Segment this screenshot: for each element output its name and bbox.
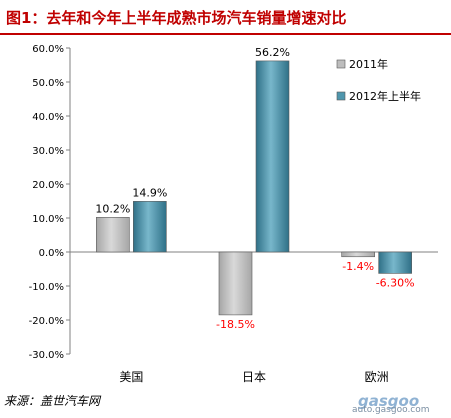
bar-2011 bbox=[218, 251, 253, 316]
y-tick-label: 20.0% bbox=[32, 180, 64, 191]
data-label: 14.9% bbox=[132, 186, 167, 199]
x-category-label: 美国 bbox=[119, 370, 143, 384]
data-label: -6.30% bbox=[376, 276, 415, 289]
y-tick-label: -10.0% bbox=[29, 282, 64, 293]
bar-2012h1 bbox=[133, 201, 167, 253]
y-tick-label: 30.0% bbox=[32, 146, 64, 157]
y-tick-label: 60.0% bbox=[32, 44, 64, 55]
legend-label: 2011年 bbox=[349, 57, 388, 71]
legend-swatch-2011 bbox=[336, 59, 346, 69]
y-tick-label: 0.0% bbox=[39, 248, 64, 259]
legend-label: 2012年上半年 bbox=[349, 89, 421, 103]
y-tick-label: 10.0% bbox=[32, 214, 64, 225]
x-category-label: 欧洲 bbox=[365, 370, 389, 384]
watermark-url: auto.gasgoo.com bbox=[352, 405, 430, 415]
data-label: 10.2% bbox=[95, 202, 130, 215]
data-label: 56.2% bbox=[255, 46, 290, 59]
chart-title: 图1：去年和今年上半年成熟市场汽车销量增速对比 bbox=[6, 5, 446, 31]
title-underline bbox=[0, 33, 451, 35]
legend-swatch-2012h1 bbox=[336, 91, 346, 101]
y-tick-label: -20.0% bbox=[29, 316, 64, 327]
bar-2011 bbox=[341, 251, 375, 258]
watermark: gasgoo auto.gasgoo.com bbox=[352, 392, 448, 416]
bar-2012h1 bbox=[255, 60, 290, 253]
y-tick-label: 40.0% bbox=[32, 112, 64, 123]
y-tick-label: -30.0% bbox=[29, 350, 64, 361]
data-label: -1.4% bbox=[342, 260, 374, 273]
source-note: 来源：盖世汽车网 bbox=[4, 394, 101, 408]
x-category-label: 日本 bbox=[242, 370, 266, 384]
watermark-logo: gasgoo bbox=[358, 392, 420, 410]
data-label: -18.5% bbox=[216, 318, 255, 331]
bar-2012h1 bbox=[378, 251, 412, 274]
bar-2011 bbox=[96, 217, 130, 253]
y-tick-label: 50.0% bbox=[32, 78, 64, 89]
